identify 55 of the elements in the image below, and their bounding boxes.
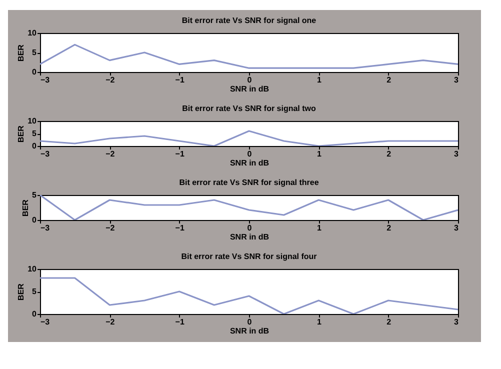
x-tick-label: 1 xyxy=(316,76,322,84)
x-tick-label: 1 xyxy=(316,224,322,232)
y-tick-label: 10 xyxy=(28,116,38,126)
line-series xyxy=(40,277,458,314)
x-tick-label: 2 xyxy=(386,224,392,232)
x-tick-label: −2 xyxy=(106,318,116,326)
x-axis-title: SNR in dB xyxy=(230,232,270,242)
y-tick-label: 0 xyxy=(32,142,38,150)
y-tick-label: 5 xyxy=(32,48,38,57)
y-tick-label: 10 xyxy=(28,28,38,38)
line-series xyxy=(40,195,458,220)
x-tick-label: −2 xyxy=(106,76,116,84)
x-tick-label: −1 xyxy=(175,150,185,158)
x-tick-label: 3 xyxy=(454,224,460,232)
y-axis-title: BER xyxy=(16,125,26,142)
y-tick-label: 0 xyxy=(32,68,38,76)
x-axis-title: SNR in dB xyxy=(230,326,270,336)
x-tick-label: 2 xyxy=(386,76,392,84)
x-tick-label: −3 xyxy=(40,150,50,158)
chart-title: Bit error rate Vs SNR for signal two xyxy=(182,104,316,113)
x-tick-label: −2 xyxy=(106,224,116,232)
x-axis-title: SNR in dB xyxy=(230,84,270,94)
y-tick-label: 0 xyxy=(32,310,38,318)
x-tick-label: 1 xyxy=(316,318,322,326)
y-axis-title: BER xyxy=(21,199,30,216)
chart-title: Bit error rate Vs SNR for signal four xyxy=(181,252,317,261)
line-series xyxy=(40,130,458,146)
x-tick-label: 2 xyxy=(386,318,392,326)
chart-title: Bit error rate Vs SNR for signal three xyxy=(179,178,320,187)
y-tick-label: 5 xyxy=(32,287,38,296)
x-tick-label: 0 xyxy=(247,76,252,84)
x-tick-label: 3 xyxy=(454,150,460,158)
x-tick-label: −1 xyxy=(175,224,185,232)
y-axis-title: BER xyxy=(16,283,26,300)
x-axis-title: SNR in dB xyxy=(230,158,270,168)
x-tick-label: 0 xyxy=(247,224,252,232)
x-tick-label: 0 xyxy=(247,150,252,158)
x-tick-label: −2 xyxy=(106,150,116,158)
x-tick-label: 3 xyxy=(454,318,460,326)
x-tick-label: −1 xyxy=(175,76,185,84)
y-tick-label: 10 xyxy=(28,264,38,274)
x-tick-label: −3 xyxy=(40,76,50,84)
x-tick-label: −3 xyxy=(40,318,50,326)
y-tick-label: 5 xyxy=(32,190,38,200)
x-tick-label: −3 xyxy=(40,224,50,232)
x-tick-label: 3 xyxy=(454,76,460,84)
chart-title: Bit error rate Vs SNR for signal one xyxy=(182,16,317,25)
line-series xyxy=(40,44,458,69)
x-tick-label: 0 xyxy=(247,318,252,326)
x-tick-label: −1 xyxy=(175,318,185,326)
y-tick-label: 0 xyxy=(32,216,38,224)
y-tick-label: 5 xyxy=(32,129,38,138)
x-tick-label: 1 xyxy=(316,150,322,158)
x-tick-label: 2 xyxy=(386,150,392,158)
y-axis-title: BER xyxy=(16,44,26,62)
